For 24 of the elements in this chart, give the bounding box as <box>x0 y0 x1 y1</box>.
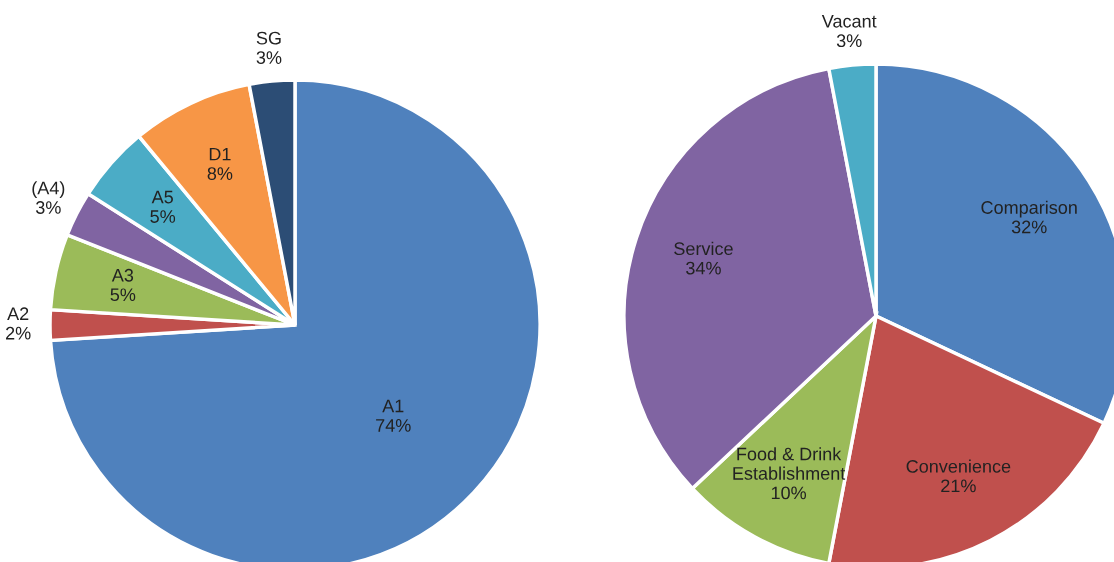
data-label: 32% <box>1011 220 1047 234</box>
slice-label: A5 <box>151 190 173 204</box>
data-label: 74% <box>376 419 411 432</box>
slice-label: A2 <box>7 307 29 320</box>
slice-label: D1 <box>209 147 231 161</box>
data-label: 3% <box>836 34 862 48</box>
data-label: 5% <box>150 210 176 223</box>
data-label: 3% <box>256 51 282 64</box>
slice-label: Food & Drink Establishment <box>733 447 846 480</box>
slice-label: A3 <box>111 268 134 282</box>
slice-label: Comparison <box>981 200 1077 218</box>
slice-label: Service <box>674 241 733 256</box>
slice-label: SG <box>256 31 281 45</box>
slice-label: Convenience <box>906 459 1011 473</box>
data-label: 21% <box>941 479 976 493</box>
data-label: 3% <box>35 201 61 214</box>
data-label: 2% <box>6 326 31 340</box>
data-label: 8% <box>207 167 233 180</box>
data-label: 5% <box>110 288 136 302</box>
data-label: 34% <box>686 261 721 275</box>
slice-label: (A4) <box>32 181 65 198</box>
slice-label: Vacant <box>821 15 877 28</box>
slice-label: A1 <box>382 399 404 413</box>
data-label: 10% <box>771 486 807 500</box>
